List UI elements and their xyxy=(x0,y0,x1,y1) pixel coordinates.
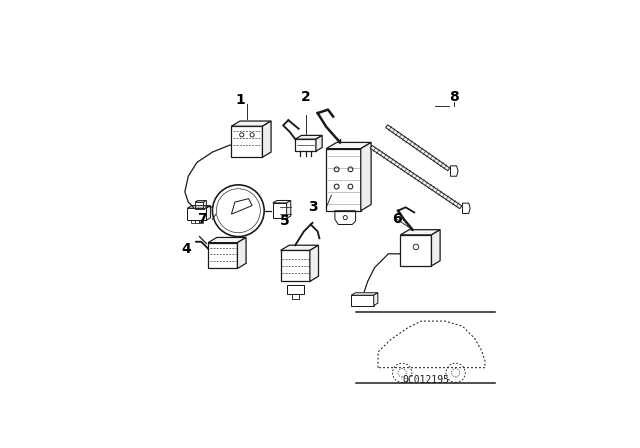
Polygon shape xyxy=(361,142,371,211)
Polygon shape xyxy=(295,135,322,139)
Polygon shape xyxy=(237,237,246,268)
Polygon shape xyxy=(326,142,371,149)
Polygon shape xyxy=(188,206,211,208)
Bar xyxy=(287,285,304,293)
Polygon shape xyxy=(351,293,378,295)
Polygon shape xyxy=(273,200,291,203)
Polygon shape xyxy=(374,293,378,306)
Polygon shape xyxy=(280,245,319,250)
Polygon shape xyxy=(207,206,211,220)
Polygon shape xyxy=(287,200,291,219)
Polygon shape xyxy=(316,135,322,151)
Text: 7: 7 xyxy=(197,212,207,226)
Polygon shape xyxy=(370,146,462,209)
Bar xyxy=(191,220,195,223)
Text: 0C012195: 0C012195 xyxy=(403,375,450,385)
Text: 1: 1 xyxy=(235,93,245,108)
Polygon shape xyxy=(208,237,246,243)
Polygon shape xyxy=(386,125,450,171)
Text: 8: 8 xyxy=(449,90,459,104)
Text: 5: 5 xyxy=(280,214,290,228)
Text: 3: 3 xyxy=(308,200,317,214)
Polygon shape xyxy=(204,200,207,209)
Bar xyxy=(195,220,198,223)
Polygon shape xyxy=(401,230,440,235)
Text: 2: 2 xyxy=(301,90,310,104)
Polygon shape xyxy=(232,121,271,126)
Bar xyxy=(199,220,203,223)
Polygon shape xyxy=(310,245,319,281)
Polygon shape xyxy=(262,121,271,157)
Text: 4: 4 xyxy=(182,241,191,256)
Text: 6: 6 xyxy=(392,212,402,226)
Polygon shape xyxy=(431,230,440,266)
Polygon shape xyxy=(195,200,207,202)
